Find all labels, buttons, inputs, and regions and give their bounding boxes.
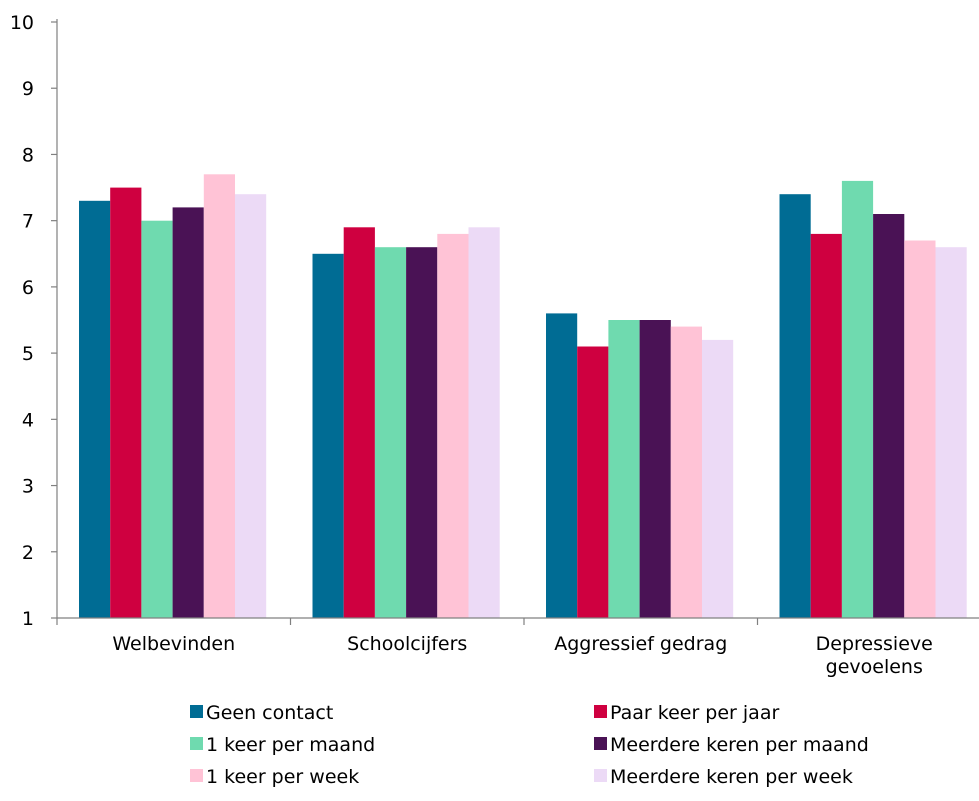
bar-paar-keer-per-jaar-3	[810, 233, 842, 618]
bar-meerdere-keren-per-maand-3	[873, 214, 905, 618]
y-tick-label: 1	[22, 608, 34, 630]
bar-1-keer-per-maand-2	[608, 320, 640, 618]
bar-1-keer-per-maand-3	[841, 180, 874, 618]
legend: Geen contact Paar keer per jaar 1 keer per…	[190, 702, 869, 788]
y-tick-label: 2	[22, 542, 34, 564]
y-tick-label: 7	[22, 211, 34, 233]
y-tick-label: 10	[10, 12, 34, 34]
bar-meerdere-keren-per-week-1	[468, 227, 500, 619]
legend-label: Paar keer per jaar	[610, 702, 779, 724]
legend-item: Meerdere keren per week	[594, 766, 853, 788]
x-tick-label: Welbevinden	[112, 633, 235, 655]
legend-swatch	[594, 737, 607, 750]
bar-1-keer-per-week-3	[904, 240, 936, 618]
legend-label: Meerdere keren per maand	[610, 734, 869, 756]
y-tick-label: 5	[22, 343, 34, 365]
legend-item: 1 keer per maand	[190, 734, 375, 756]
bar-geen-contact-2	[546, 313, 578, 618]
legend-label: Meerdere keren per week	[610, 766, 853, 788]
bar-1-keer-per-maand-0	[141, 220, 173, 618]
y-tick-label: 8	[22, 144, 34, 166]
bar-1-keer-per-week-1	[437, 233, 469, 618]
x-tick-label: Depressieve gevoelens	[816, 633, 933, 678]
bar-paar-keer-per-jaar-1	[343, 227, 375, 619]
bars-layer	[79, 174, 967, 619]
bar-meerdere-keren-per-week-0	[235, 194, 267, 618]
x-tick-label: Aggressief gedrag	[554, 633, 727, 655]
legend-swatch	[594, 705, 607, 718]
y-tick-label: 3	[22, 476, 34, 498]
legend-label: Geen contact	[206, 702, 333, 724]
bar-meerdere-keren-per-maand-0	[172, 207, 204, 618]
legend-item: Geen contact	[190, 702, 333, 724]
bar-geen-contact-3	[779, 194, 811, 618]
legend-swatch	[190, 737, 203, 750]
legend-swatch	[190, 705, 203, 718]
legend-swatch	[190, 769, 203, 782]
legend-label: 1 keer per week	[206, 766, 359, 788]
legend-item: 1 keer per week	[190, 766, 359, 788]
bar-meerdere-keren-per-week-2	[702, 339, 734, 618]
legend-label: 1 keer per maand	[206, 734, 375, 756]
bar-1-keer-per-week-2	[670, 326, 702, 618]
bar-geen-contact-1	[312, 253, 344, 619]
bar-1-keer-per-maand-1	[374, 247, 407, 618]
bar-paar-keer-per-jaar-0	[110, 187, 142, 618]
bar-meerdere-keren-per-week-3	[935, 247, 967, 618]
bar-meerdere-keren-per-maand-1	[406, 247, 438, 618]
bar-meerdere-keren-per-maand-2	[639, 320, 671, 618]
legend-item: Meerdere keren per maand	[594, 734, 869, 756]
x-tick-label: Schoolcijfers	[347, 633, 467, 655]
y-tick-label: 4	[22, 409, 34, 431]
legend-swatch	[594, 769, 607, 782]
y-tick-label: 9	[22, 78, 34, 100]
bar-1-keer-per-week-0	[203, 174, 235, 619]
legend-item: Paar keer per jaar	[594, 702, 779, 724]
bar-geen-contact-0	[79, 200, 111, 619]
y-tick-label: 6	[22, 277, 34, 299]
bar-paar-keer-per-jaar-2	[577, 346, 609, 618]
axes-layer	[51, 19, 979, 625]
labels-layer: 1 2 3 4 5 6 7 8 9 10 Welbevinden Schoolcijfers Aggre…	[10, 12, 933, 678]
